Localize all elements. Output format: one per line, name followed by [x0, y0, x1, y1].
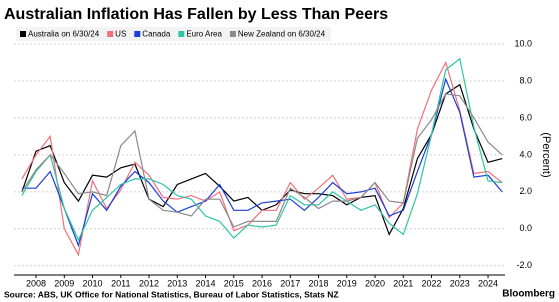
x-tick-label: 2019 — [337, 278, 357, 288]
source: Source: ABS, UK Office for National Stat… — [4, 289, 339, 299]
x-tick-label: 2009 — [54, 278, 74, 288]
legend-label: US — [115, 30, 126, 39]
legend-swatch — [107, 31, 114, 37]
x-tick-label: 2014 — [196, 278, 216, 288]
y-tick-label: 8.0 — [519, 75, 532, 85]
series-line — [21, 57, 503, 242]
x-tick-label: 2023 — [450, 278, 470, 288]
legend-swatch — [134, 31, 141, 37]
x-tick-label: 2020 — [365, 278, 385, 288]
y-tick-label: 6.0 — [519, 112, 532, 122]
x-tick-label: 2024 — [478, 278, 498, 288]
legend-label: Australia on 6/30/24 — [28, 30, 100, 39]
y-tick-label: 4.0 — [519, 149, 532, 159]
legend-background — [16, 27, 332, 41]
x-tick-label: 2021 — [393, 278, 413, 288]
series-line — [21, 77, 503, 248]
series-line — [21, 60, 503, 257]
legend-swatch — [20, 31, 26, 37]
series-line — [21, 83, 503, 236]
series-line — [21, 93, 503, 228]
legend-label: Canada — [142, 30, 171, 39]
x-tick-label: 2010 — [83, 278, 103, 288]
x-tick-label: 2017 — [280, 278, 300, 288]
legend-label: Euro Area — [186, 30, 222, 39]
x-tick-label: 2013 — [167, 278, 187, 288]
brand: Bloomberg — [502, 289, 555, 300]
x-tick-label: 2015 — [224, 278, 244, 288]
chart-title: Australian Inflation Has Fallen by Less … — [4, 6, 388, 23]
x-tick-label: 2016 — [252, 278, 272, 288]
x-tick-label: 2022 — [422, 278, 442, 288]
y-tick-label: 2.0 — [519, 186, 532, 196]
legend-swatch — [229, 31, 236, 37]
legend: Australia on 6/30/24 US Canada Euro Area New… — [16, 27, 332, 41]
x-tick-label: 2011 — [111, 278, 130, 288]
y-tick-label: -2.0 — [516, 260, 532, 270]
legend-swatch — [178, 31, 185, 37]
y-axis-label: (Percent) — [540, 132, 552, 177]
x-tick-label: 2012 — [139, 278, 159, 288]
y-tick-label: 10.0 — [514, 38, 532, 48]
x-tick-label: 2008 — [26, 278, 46, 288]
x-tick-label: 2018 — [309, 278, 329, 288]
y-tick-label: 0.0 — [519, 223, 532, 233]
legend-label: New Zealand on 6/30/24 — [238, 30, 326, 39]
